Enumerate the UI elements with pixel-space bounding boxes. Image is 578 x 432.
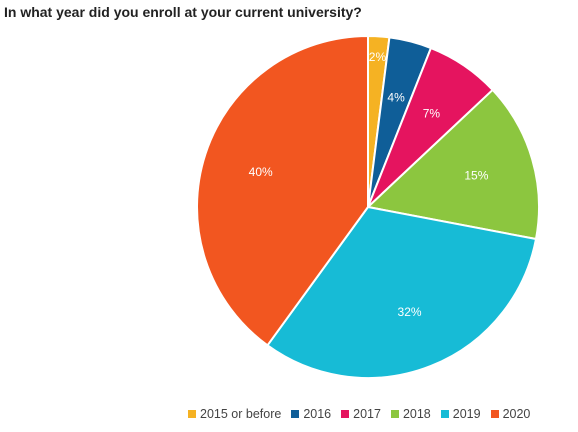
legend-swatch bbox=[341, 410, 350, 418]
legend-item: 2020 bbox=[490, 407, 531, 421]
legend-item: 2016 bbox=[291, 407, 331, 421]
legend-item: 2015 or before bbox=[188, 407, 281, 421]
slice-label-2019: 32% bbox=[398, 305, 422, 319]
legend-label: 2017 bbox=[353, 407, 381, 421]
legend-item: 2017 bbox=[341, 407, 381, 421]
legend-label: 2020 bbox=[502, 407, 531, 421]
slice-label-2020: 40% bbox=[249, 165, 273, 179]
legend-swatch bbox=[440, 410, 449, 418]
pie-slice-2018 bbox=[367, 88, 540, 241]
pie-chart: 2% 4% 7% 15% 32% 40% bbox=[196, 35, 540, 379]
pie-slice-2019 bbox=[266, 206, 537, 379]
chart-title: In what year did you enroll at your curr… bbox=[4, 4, 362, 20]
legend-swatch bbox=[390, 410, 399, 418]
legend-item: 2019 bbox=[440, 407, 481, 421]
legend-label: 2018 bbox=[402, 407, 431, 421]
legend-item: 2018 bbox=[390, 407, 431, 421]
slice-label-2017: 7% bbox=[423, 107, 441, 121]
slice-label-2015-or-before: 2% bbox=[369, 50, 387, 64]
legend-label: 2015 or before bbox=[200, 407, 282, 421]
slice-label-2018: 15% bbox=[464, 169, 488, 183]
legend: 2015 or before 2016 2017 2018 2019 2020 bbox=[188, 407, 530, 421]
pie-slice-2020 bbox=[196, 35, 369, 347]
legend-label: 2016 bbox=[303, 407, 332, 421]
legend-label: 2019 bbox=[452, 407, 481, 421]
legend-swatch bbox=[188, 410, 196, 418]
legend-swatch bbox=[490, 410, 499, 418]
legend-swatch bbox=[291, 410, 300, 418]
slice-label-2016: 4% bbox=[387, 91, 405, 105]
